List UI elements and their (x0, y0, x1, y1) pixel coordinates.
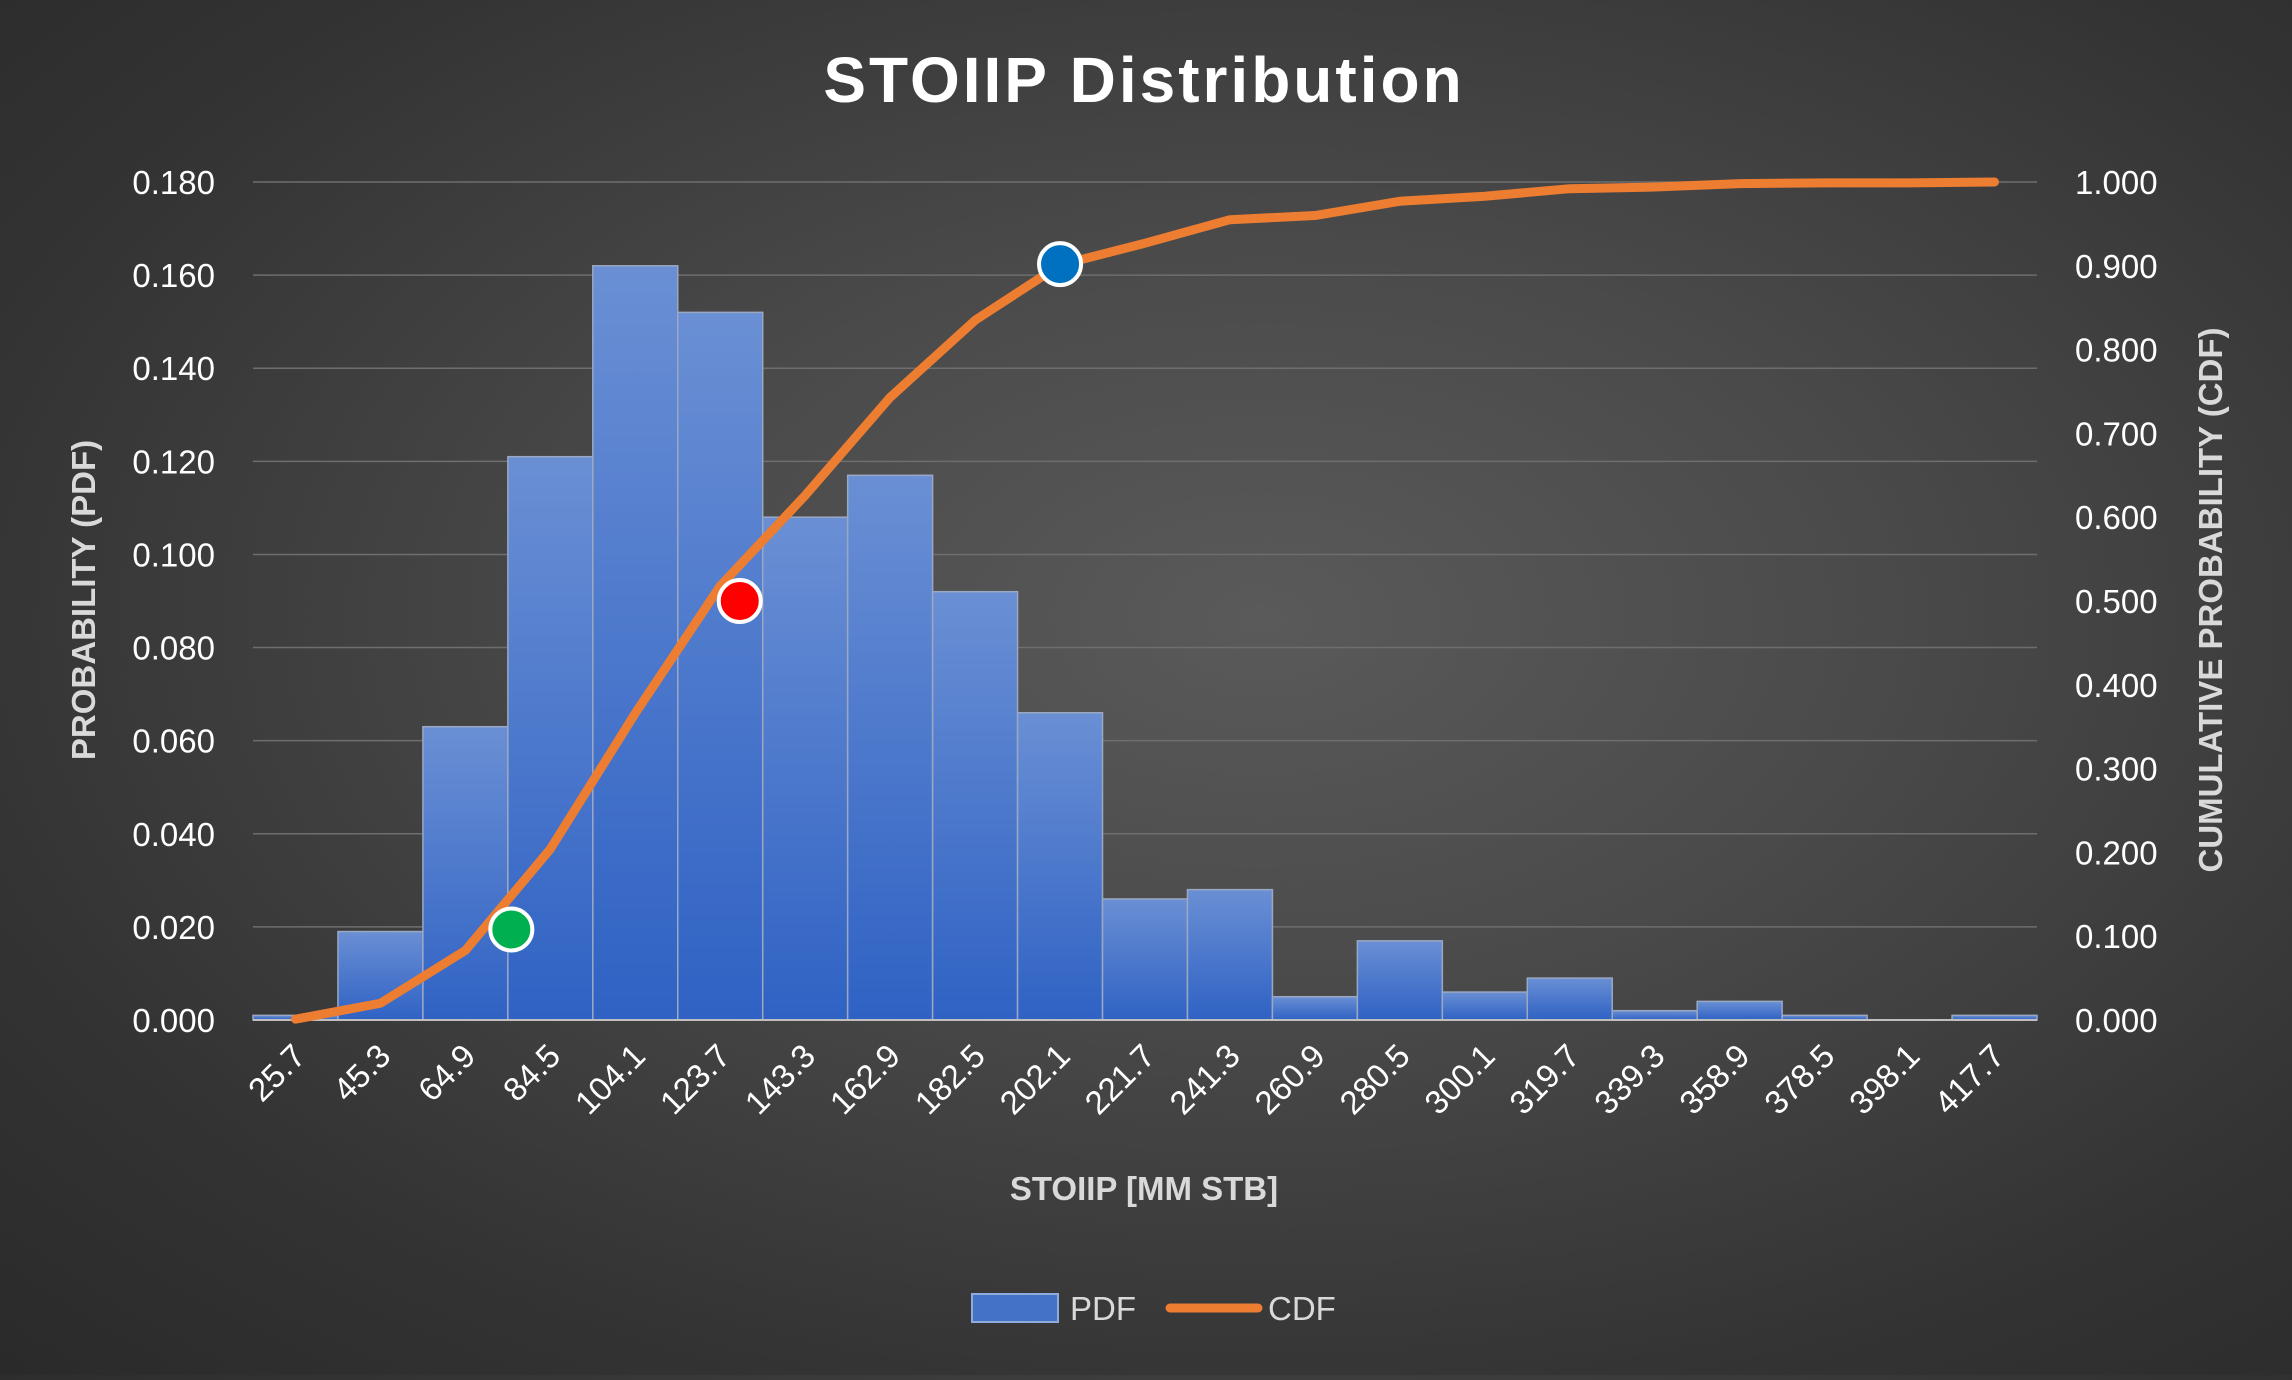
x-tick-label: 339.3 (1587, 1037, 1672, 1122)
y2-axis-title: CUMULATIVE PROBABILITY (CDF) (2192, 327, 2229, 872)
y-tick-label: 0.140 (132, 350, 215, 387)
x-tick-label: 241.3 (1162, 1037, 1247, 1122)
x-tick-label: 202.1 (992, 1037, 1077, 1122)
legend-pdf-label: PDF (1070, 1290, 1136, 1327)
x-tick-label: 162.9 (823, 1037, 908, 1122)
y2-tick-label: 0.000 (2075, 1002, 2158, 1039)
legend: PDF CDF (971, 1290, 1336, 1327)
x-tick-label: 64.9 (411, 1037, 483, 1109)
pdf-bar (1356, 940, 1444, 1021)
x-tick-label: 319.7 (1502, 1037, 1587, 1122)
y-tick-label: 0.160 (132, 257, 215, 294)
y-tick-label: 0.100 (132, 536, 215, 573)
x-tick-label: 143.3 (738, 1037, 823, 1122)
y-tick-label: 0.120 (132, 443, 215, 480)
x-tick-label: 45.3 (326, 1037, 398, 1109)
y2-tick-label: 0.100 (2075, 918, 2158, 955)
cdf-marker (1037, 241, 1084, 288)
x-tick-label: 123.7 (653, 1037, 738, 1122)
x-tick-label: 104.1 (568, 1037, 653, 1122)
y-tick-label: 0.180 (132, 164, 215, 201)
pdf-bar (931, 590, 1019, 1021)
pdf-bars (252, 265, 2038, 1021)
legend-cdf-label: CDF (1268, 1290, 1336, 1327)
pdf-bar (1611, 1009, 1698, 1021)
x-tick-label: 25.7 (241, 1037, 313, 1109)
x-tick-label: 398.1 (1842, 1037, 1927, 1122)
pdf-bar (1271, 995, 1359, 1021)
y2-tick-label: 0.900 (2075, 248, 2158, 285)
x-tick-label: 221.7 (1077, 1037, 1162, 1122)
x-tick-label: 300.1 (1417, 1037, 1502, 1122)
y2-tick-label: 0.500 (2075, 583, 2158, 620)
x-tick-label: 358.9 (1672, 1037, 1757, 1122)
y2-axis-ticks: 0.000 0.100 0.200 0.300 0.400 0.500 0.600 0.700… (2075, 164, 2158, 1039)
x-tick-label: 84.5 (496, 1037, 568, 1109)
pdf-bar (1441, 991, 1529, 1021)
pdf-bar (1526, 977, 1613, 1021)
y2-tick-label: 1.000 (2075, 164, 2158, 201)
y2-tick-label: 0.400 (2075, 667, 2158, 704)
pdf-bar (1696, 1000, 1783, 1021)
y-tick-label: 0.060 (132, 723, 215, 760)
cdf-line-layer (290, 177, 2000, 1024)
y2-tick-label: 0.300 (2075, 751, 2158, 788)
y-tick-label: 0.000 (132, 1002, 215, 1039)
y-tick-label: 0.020 (132, 909, 215, 946)
cdf-marker (716, 578, 763, 624)
x-axis-title: STOIIP [MM STB] (1010, 1170, 1278, 1207)
pdf-bar (422, 725, 509, 1021)
y2-tick-label: 0.200 (2075, 834, 2158, 871)
cdf-line (290, 177, 2000, 1024)
y-axis-ticks: 0.000 0.020 0.040 0.060 0.080 0.100 0.120 0.140… (132, 164, 215, 1039)
y2-tick-label: 0.600 (2075, 499, 2158, 536)
x-axis-ticks: 25.7 45.3 64.9 84.5 104.1 123.7 143.3 162.9 182.… (241, 1037, 2012, 1122)
pdf-bar (592, 265, 679, 1021)
y-axis-title: PROBABILITY (PDF) (65, 440, 102, 760)
x-tick-label: 417.7 (1927, 1037, 2012, 1122)
cdf-marker (488, 906, 535, 953)
marker-layer (488, 241, 1084, 953)
pdf-bar (846, 474, 934, 1021)
chart-title: STOIIP Distribution (823, 44, 1464, 116)
x-tick-label: 378.5 (1757, 1037, 1842, 1122)
pdf-bar (1101, 898, 1189, 1021)
x-tick-label: 260.9 (1247, 1037, 1332, 1122)
y2-tick-label: 0.800 (2075, 332, 2158, 369)
pdf-bar (1186, 888, 1274, 1021)
y-tick-label: 0.080 (132, 630, 215, 667)
legend-pdf-swatch (971, 1293, 1059, 1323)
y-tick-label: 0.040 (132, 816, 215, 853)
pdf-bar (1016, 711, 1104, 1021)
pdf-bar (761, 516, 849, 1021)
x-tick-label: 280.5 (1332, 1037, 1417, 1122)
y2-tick-label: 0.700 (2075, 415, 2158, 452)
pdf-bar (677, 311, 764, 1021)
x-tick-label: 182.5 (907, 1037, 992, 1122)
